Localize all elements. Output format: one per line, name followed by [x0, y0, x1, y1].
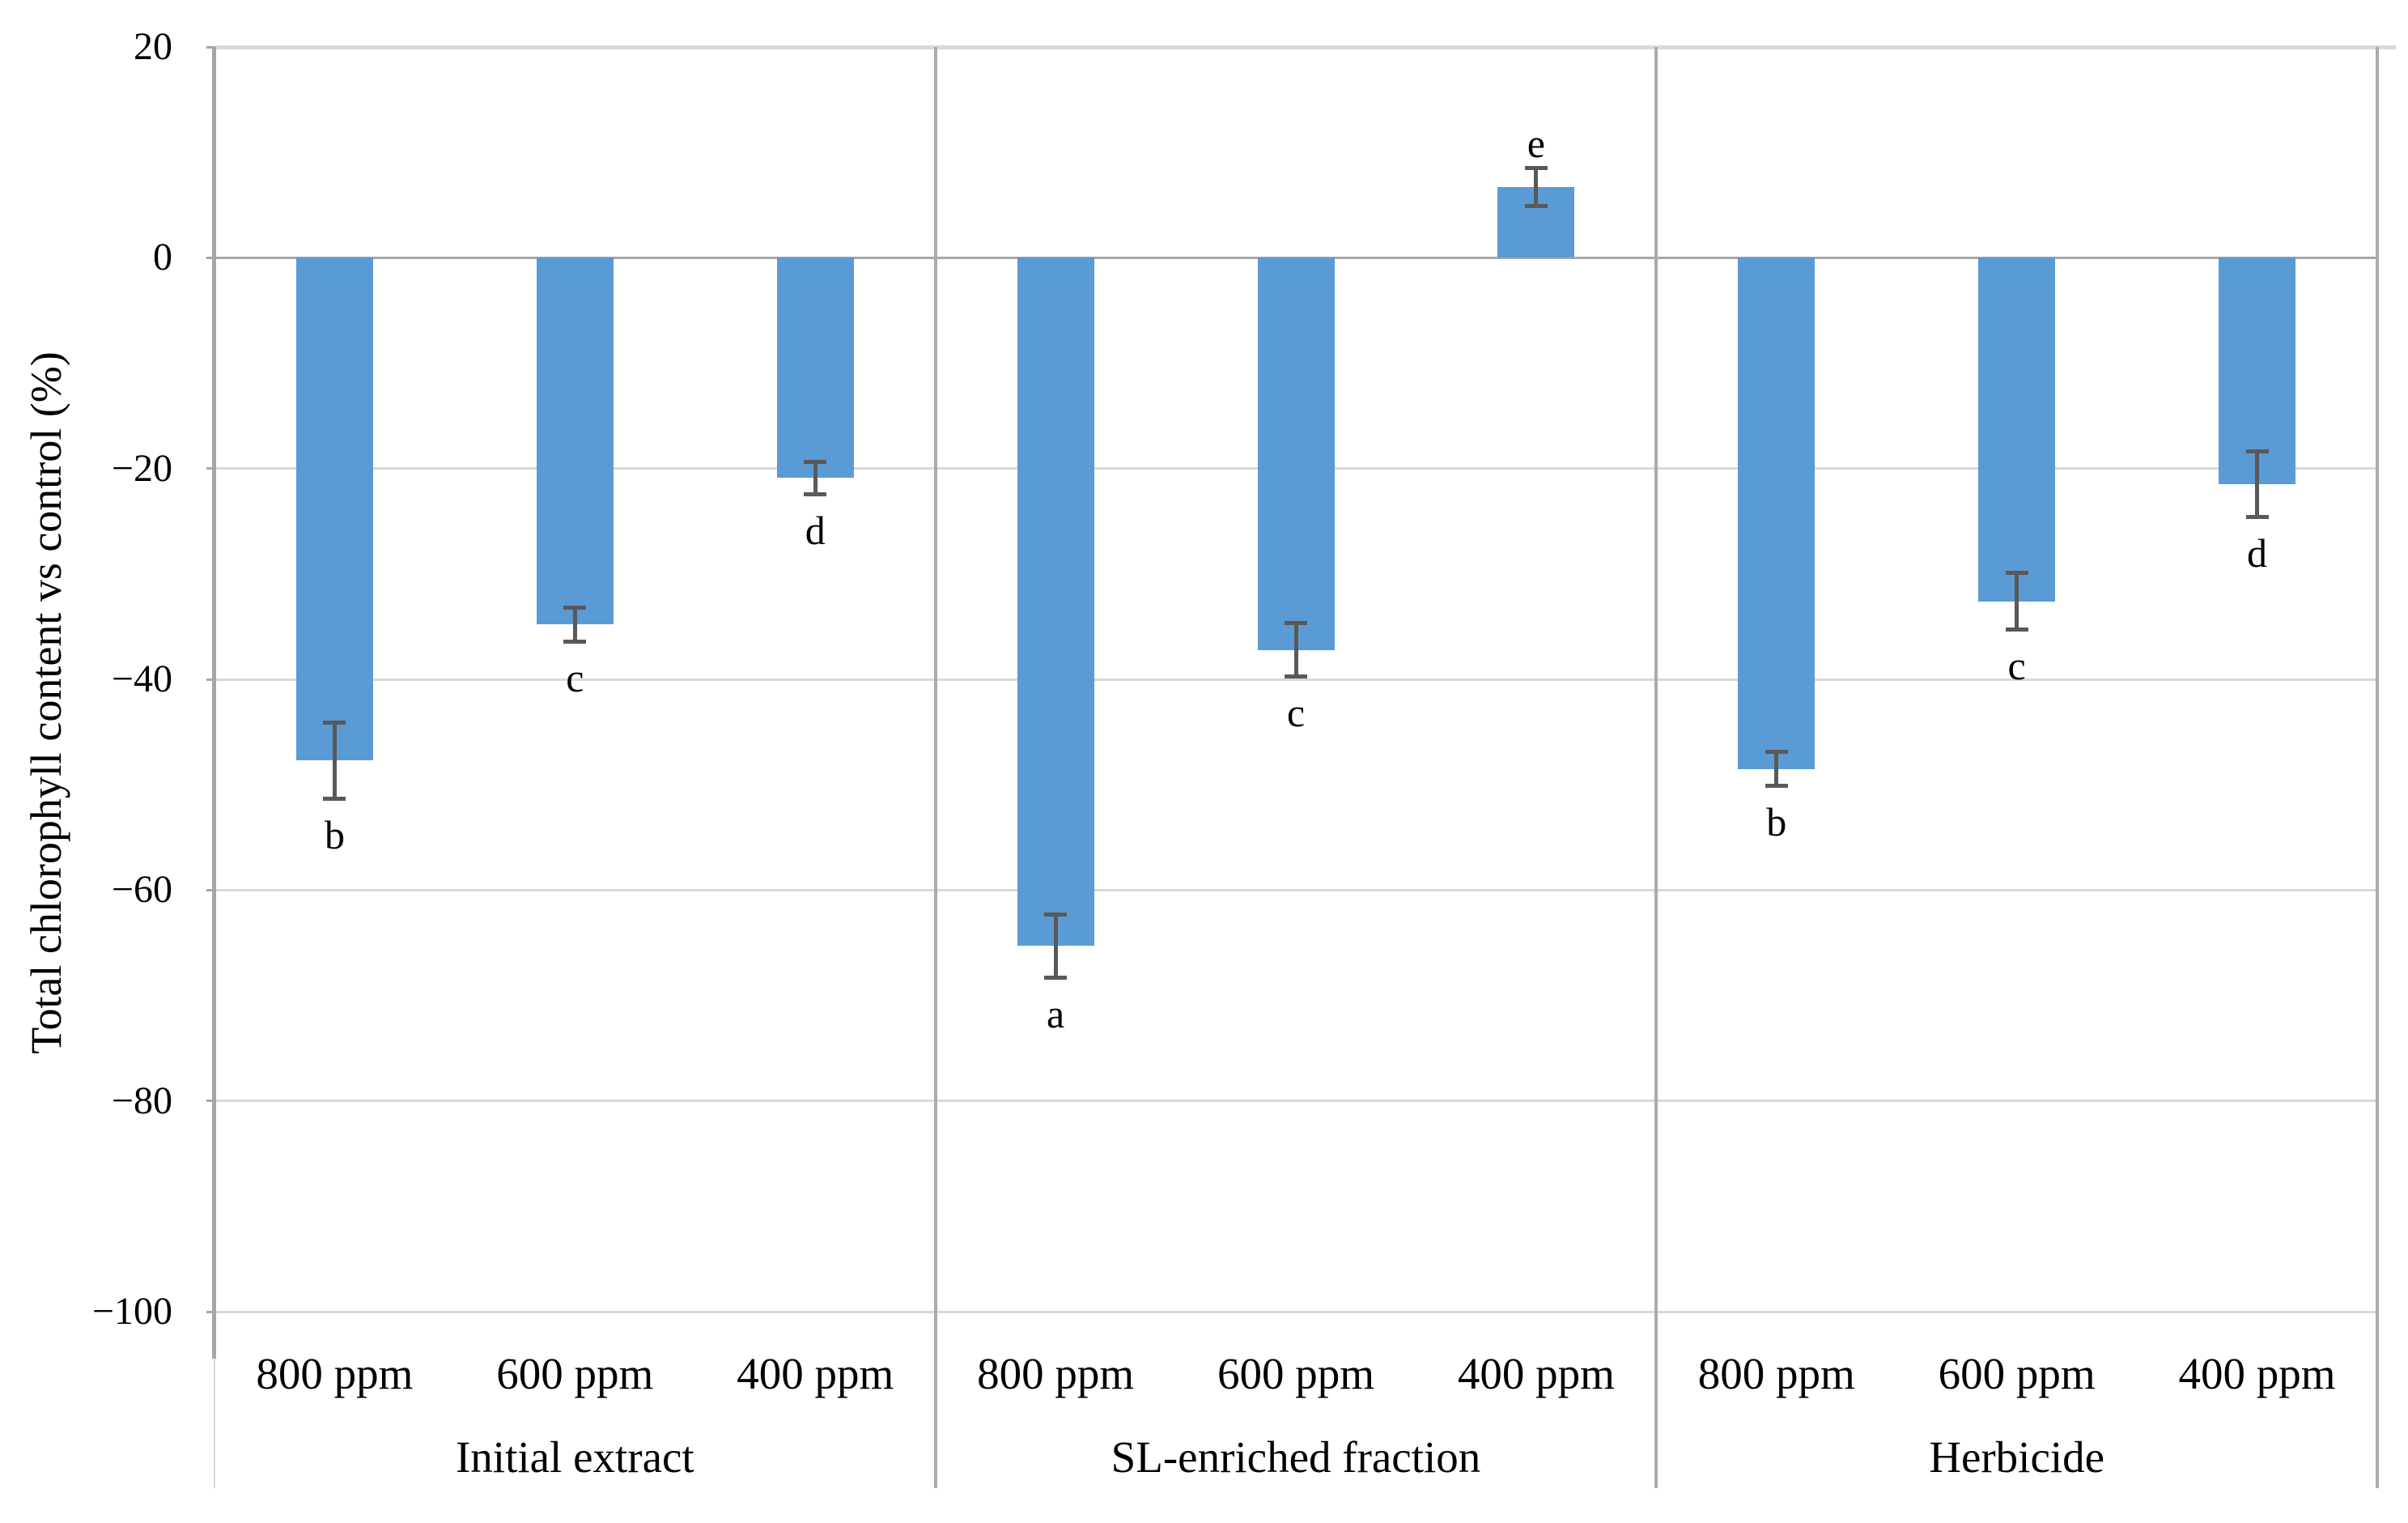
significance-letter: b — [1766, 799, 1787, 845]
category-label: 400 ppm — [737, 1349, 894, 1398]
significance-letter: a — [1047, 990, 1065, 1036]
category-divider — [933, 47, 937, 1488]
error-bar — [2005, 570, 2028, 632]
group-label: SL-enriched fraction — [1111, 1432, 1481, 1482]
error-bar-stem — [1053, 912, 1058, 980]
category-label: 800 ppm — [1697, 1349, 1855, 1398]
y-tick-label: −40 — [111, 657, 172, 700]
category-label: 600 ppm — [1217, 1349, 1374, 1398]
gridline — [214, 888, 2377, 891]
y-axis-tick — [206, 888, 214, 891]
category-divider — [1654, 47, 1658, 1488]
error-bar — [1765, 750, 1788, 789]
y-axis-tick — [206, 256, 214, 259]
y-axis-line — [212, 47, 216, 1359]
significance-letter: d — [805, 507, 826, 553]
y-axis-tick — [206, 45, 214, 49]
bar — [1738, 257, 1816, 769]
error-bar — [1524, 166, 1548, 209]
category-label: 600 ppm — [496, 1349, 654, 1398]
bar — [1017, 257, 1094, 947]
significance-letter: c — [566, 654, 584, 700]
category-label: 400 ppm — [1457, 1349, 1615, 1398]
significance-letter: c — [2007, 643, 2026, 689]
error-bar-stem — [1293, 621, 1298, 679]
y-tick-label: 20 — [134, 25, 172, 68]
group-label: Initial extract — [455, 1432, 694, 1482]
bar — [776, 257, 854, 479]
y-axis-tick — [206, 1100, 214, 1103]
y-tick-label: −100 — [91, 1290, 172, 1333]
error-bar-stem — [2255, 449, 2260, 520]
category-label: 600 ppm — [1938, 1349, 2096, 1398]
y-tick-label: 0 — [153, 236, 172, 279]
y-axis-tick — [206, 467, 214, 470]
bar — [1257, 257, 1335, 650]
gridline — [214, 1100, 2377, 1103]
error-bar-stem — [2015, 570, 2019, 632]
y-tick-label: −80 — [111, 1078, 172, 1122]
error-bar — [563, 605, 587, 644]
category-divider — [2376, 47, 2379, 1488]
error-bar-stem — [1774, 750, 1779, 789]
significance-letter: d — [2247, 530, 2268, 576]
y-tick-label: −20 — [111, 446, 172, 490]
bar — [2219, 257, 2296, 485]
significance-letter: e — [1527, 121, 1545, 167]
significance-letter: b — [324, 811, 345, 857]
gridline — [214, 1310, 2377, 1313]
gridline — [214, 678, 2377, 681]
error-bar-stem — [1534, 166, 1539, 209]
category-label: 800 ppm — [977, 1349, 1135, 1398]
significance-letter: c — [1286, 689, 1306, 735]
error-bar — [804, 460, 827, 496]
error-bar-stem — [332, 720, 337, 801]
y-tick-label: −60 — [111, 868, 172, 912]
bar — [1978, 257, 2056, 602]
y-axis-tick — [206, 1310, 214, 1313]
plot-top-border — [214, 45, 2396, 49]
category-divider-left-stub — [214, 1359, 215, 1488]
bar — [536, 257, 614, 625]
y-axis-tick — [206, 678, 214, 681]
group-label: Herbicide — [1929, 1432, 2105, 1482]
error-bar-stem — [572, 605, 577, 644]
error-bar — [323, 720, 346, 801]
error-bar-stem — [813, 460, 818, 496]
error-bar — [1285, 621, 1307, 679]
category-label: 400 ppm — [2178, 1349, 2336, 1398]
error-bar — [1044, 912, 1068, 980]
bar — [295, 257, 373, 761]
category-label: 800 ppm — [256, 1349, 414, 1398]
error-bar — [2245, 449, 2269, 520]
